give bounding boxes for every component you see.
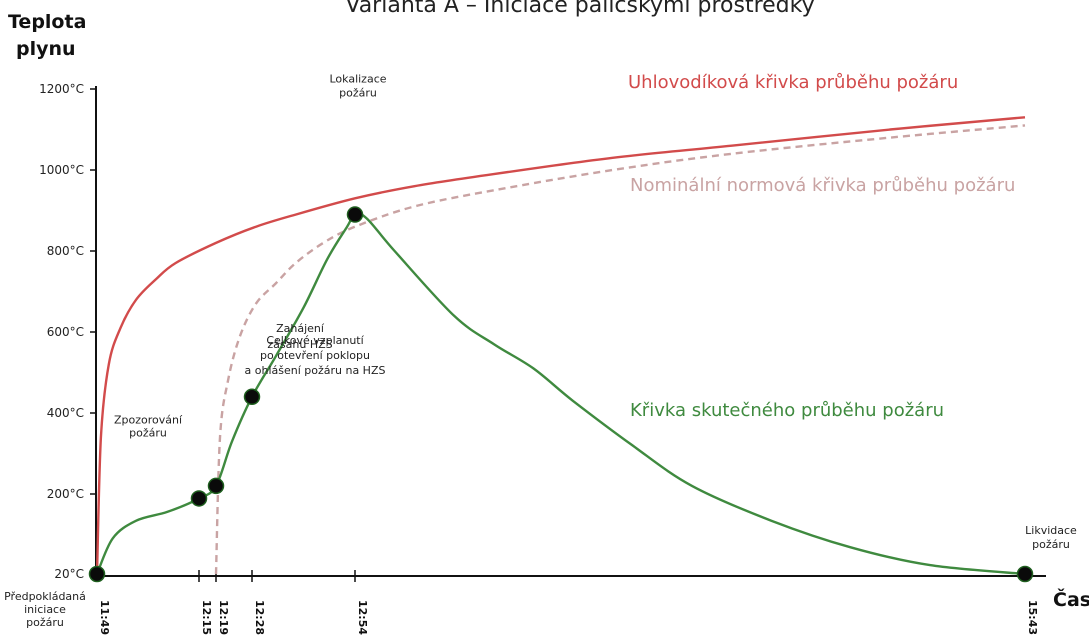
x-tick-label: 12:19 [217, 600, 230, 635]
series-label-actual: Křivka skutečného průběhu požáru [630, 400, 944, 421]
event-annotation: Celkové vzplanutí po otevření poklopu a oh… [245, 334, 386, 377]
series-labels: Uhlovodíková křivka průběhu požáru Nominá… [628, 72, 1015, 421]
x-tick-label: 15:43 [1026, 600, 1039, 635]
y-tick-label: 400°C [47, 406, 84, 420]
event-markers [88, 206, 1034, 583]
event-marker [346, 206, 364, 223]
chart-title: Varianta A – Iniciace paličskými prostře… [345, 0, 814, 18]
event-marker [1016, 565, 1034, 583]
y-axis-label-line1: Teplota [8, 11, 86, 33]
x-axis-label: Čas [1053, 587, 1089, 611]
x-tick-label: 12:54 [356, 600, 369, 635]
x-tick-label: 11:49 [98, 600, 111, 635]
event-annotation: Lokalizace požáru [329, 73, 386, 100]
y-tick-label: 1000°C [39, 163, 84, 177]
y-tick-label: 600°C [47, 325, 84, 339]
y-tick-label: 800°C [47, 244, 84, 258]
series-label-hydrocarbon: Uhlovodíková křivka průběhu požáru [628, 72, 958, 93]
event-annotation: Likvidace požáru [1025, 524, 1077, 551]
event-marker [190, 490, 208, 507]
y-tick-label: 1200°C [39, 82, 84, 96]
event-annotation: Zahájení zásahu HZS [267, 322, 332, 351]
curve-actual-fire [95, 212, 1026, 576]
event-marker [88, 565, 106, 583]
y-axis-label-line2: plynu [16, 38, 76, 60]
event-annotation: Předpokládaná iniciace požáru [4, 590, 86, 629]
event-annotations: Předpokládaná iniciace požáru Zpozorování po… [4, 73, 1077, 629]
y-ticks: 20°C 200°C 400°C 600°C 800°C 1000°C 1200°C [39, 82, 96, 581]
y-tick-label: 200°C [47, 487, 84, 501]
y-tick-label: 20°C [54, 567, 84, 581]
x-ticks: 11:49 12:15 12:19 12:28 12:54 15:43 [96, 570, 1039, 635]
curve-nominal-standard [214, 124, 1026, 575]
event-marker [207, 477, 225, 495]
curve-hydrocarbon [95, 116, 1026, 575]
event-marker [243, 388, 261, 406]
event-annotation: Zpozorování požáru [114, 413, 183, 439]
x-tick-label: 12:15 [200, 600, 213, 635]
x-tick-label: 12:28 [253, 600, 266, 635]
series-label-nominal: Nominální normová křivka průběhu požáru [630, 175, 1015, 196]
